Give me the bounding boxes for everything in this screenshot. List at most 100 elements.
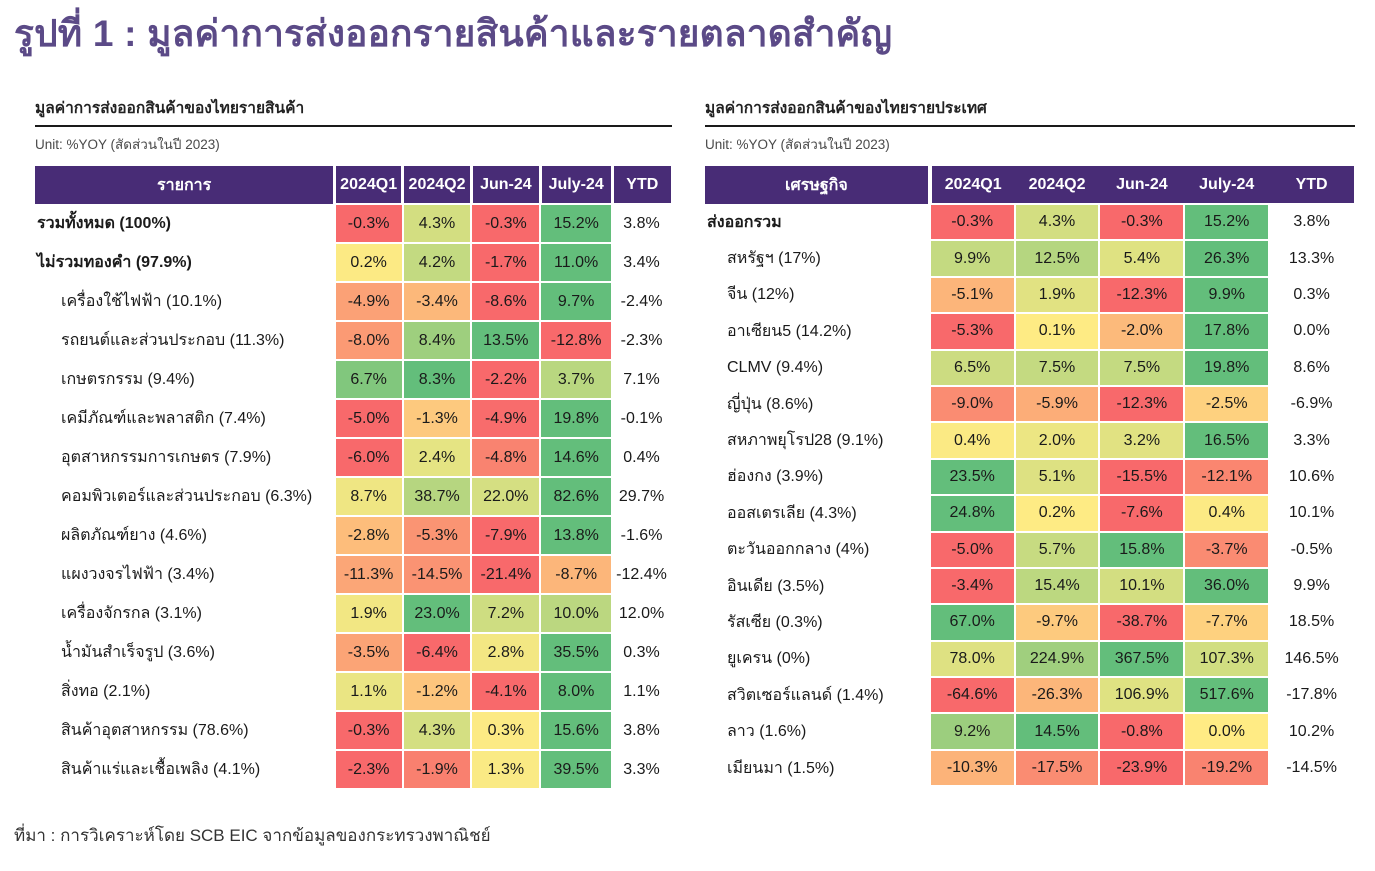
row-label: เกษตรกรรม (9.4%) (35, 360, 335, 399)
column-header: July-24 (1184, 166, 1270, 204)
row-label: ฮ่องกง (3.9%) (705, 458, 930, 496)
table-row: อาเซียน5 (14.2%) -5.3% 0.1% -2.0% 17.8% 0.0% (705, 312, 1355, 351)
heatmap-cell: -2.5% (1183, 384, 1271, 424)
column-header: 2024Q1 (929, 166, 1015, 204)
heatmap-cell: -0.3% (470, 203, 542, 244)
heatmap-cell: 7.5% (1013, 348, 1101, 387)
heatmap-cell: -12.1% (1183, 457, 1271, 497)
heatmap-cell: 5.4% (1098, 239, 1186, 278)
table-row: เกษตรกรรม (9.4%) 6.7% 8.3% -2.2% 3.7% 7.1% (35, 359, 672, 400)
heatmap-cell: 0.0% (1183, 712, 1271, 751)
heatmap-cell: -1.9% (401, 749, 473, 790)
heatmap-cell: -5.9% (1013, 384, 1101, 424)
heatmap-cell: 15.8% (1098, 530, 1186, 569)
row-label: รวมทั้งหมด (100%) (35, 204, 335, 243)
row-label: ไม่รวมทองคำ (97.9%) (35, 243, 335, 282)
heatmap-cell: 23.0% (401, 593, 473, 634)
heatmap-cell: 106.9% (1098, 676, 1186, 715)
ytd-cell: 1.1% (611, 671, 672, 712)
heatmap-cell: -9.7% (1013, 603, 1101, 642)
table-row: ยูเครน (0%) 78.0% 224.9% 367.5% 107.3% 146.5% (705, 639, 1355, 679)
row-label: สิ่งทอ (2.1%) (35, 672, 335, 711)
heatmap-cell: -1.3% (401, 398, 473, 439)
heatmap-cell: 9.9% (1183, 275, 1271, 315)
heatmap-cell: -7.6% (1098, 494, 1186, 533)
heatmap-cell: 7.2% (470, 593, 542, 634)
ytd-cell: 3.8% (1268, 202, 1355, 242)
heatmap-cell: -4.9% (470, 398, 542, 439)
heatmap-cell: 8.3% (401, 359, 473, 400)
ytd-cell: -0.1% (611, 398, 672, 439)
ytd-cell: -12.4% (611, 554, 672, 595)
heatmap-cell: 6.5% (928, 348, 1016, 387)
heatmap-cell: 8.7% (333, 476, 404, 517)
table-row: รถยนต์และส่วนประกอบ (11.3%) -8.0% 8.4% 13.5… (35, 320, 672, 361)
heatmap-cell: -21.4% (470, 554, 542, 595)
heatmap-cell: -12.3% (1098, 384, 1186, 424)
row-label: ตะวันออกกลาง (4%) (705, 531, 930, 568)
table-row: ออสเตรเลีย (4.3%) 24.8% 0.2% -7.6% 0.4% 10.1% (705, 494, 1355, 533)
row-label: ยูเครน (0%) (705, 640, 930, 678)
table-row: ตะวันออกกลาง (4%) -5.0% 5.7% 15.8% -3.7% -0.5… (705, 530, 1355, 569)
heatmap-cell: -17.5% (1013, 748, 1101, 788)
heatmap-cell: -19.2% (1183, 748, 1271, 788)
heatmap-cell: 1.1% (333, 671, 404, 712)
ytd-cell: 3.3% (611, 749, 672, 790)
heatmap-cell: -38.7% (1098, 603, 1186, 642)
heatmap-cell: -4.9% (333, 281, 404, 322)
heatmap-cell: 15.6% (539, 710, 614, 751)
markets-panel-title: มูลค่าการส่งออกสินค้าของไทยรายประเทศ (705, 100, 987, 117)
heatmap-cell: 1.3% (470, 749, 542, 790)
table-row: ผลิตภัณฑ์ยาง (4.6%) -2.8% -5.3% -7.9% 13.8% -… (35, 515, 672, 556)
heatmap-cell: 7.5% (1098, 348, 1186, 387)
row-label: สวิตเซอร์แลนด์ (1.4%) (705, 677, 930, 714)
table-row: สหรัฐฯ (17%) 9.9% 12.5% 5.4% 26.3% 13.3% (705, 239, 1355, 278)
heatmap-cell: -5.3% (401, 515, 473, 556)
ytd-cell: 8.6% (1268, 348, 1355, 387)
heatmap-cell: 39.5% (539, 749, 614, 790)
ytd-cell: 13.3% (1268, 239, 1355, 278)
heatmap-cell: 23.5% (928, 457, 1016, 497)
heatmap-cell: -2.8% (333, 515, 404, 556)
table-row: รัสเซีย (0.3%) 67.0% -9.7% -38.7% -7.7% 18.5% (705, 603, 1355, 642)
row-label: ญี่ปุ่น (8.6%) (705, 385, 930, 423)
heatmap-cell: -6.0% (333, 437, 404, 478)
heatmap-cell: -2.2% (470, 359, 542, 400)
heatmap-cell: 8.0% (539, 671, 614, 712)
ytd-cell: -2.4% (611, 281, 672, 322)
row-label: น้ำมันสำเร็จรูป (3.6%) (35, 633, 335, 672)
row-label: จีน (12%) (705, 276, 930, 314)
heatmap-cell: 9.7% (539, 281, 614, 322)
products-panel: มูลค่าการส่งออกสินค้าของไทยรายสินค้า Uni… (35, 95, 672, 790)
heatmap-cell: 2.4% (401, 437, 473, 478)
heatmap-cell: 14.6% (539, 437, 614, 478)
row-label: อินเดีย (3.5%) (705, 567, 930, 605)
table-row: ไม่รวมทองคำ (97.9%) 0.2% 4.2% -1.7% 11.0% 3.4… (35, 242, 672, 283)
ytd-cell: 3.3% (1268, 421, 1355, 460)
row-label: แผงวงจรไฟฟ้า (3.4%) (35, 555, 335, 594)
table-row: เคมีภัณฑ์และพลาสติก (7.4%) -5.0% -1.3% -4.9… (35, 398, 672, 439)
ytd-cell: -1.6% (611, 515, 672, 556)
heatmap-cell: 0.4% (928, 421, 1016, 460)
heatmap-cell: -14.5% (401, 554, 473, 595)
products-heatmap-table: รายการ 2024Q1 2024Q2 Jun-24 July-24 YTD รวมทั้… (35, 166, 672, 790)
heatmap-cell: 2.8% (470, 632, 542, 673)
heatmap-cell: -11.3% (333, 554, 404, 595)
heatmap-cell: -0.3% (1098, 202, 1186, 242)
ytd-cell: 0.4% (611, 437, 672, 478)
heatmap-cell: -26.3% (1013, 676, 1101, 715)
heatmap-cell: 224.9% (1013, 639, 1101, 679)
row-label: อาเซียน5 (14.2%) (705, 313, 930, 350)
ytd-cell: -6.9% (1268, 384, 1355, 424)
heatmap-cell: 3.7% (539, 359, 614, 400)
heatmap-cell: 4.2% (401, 242, 473, 283)
heatmap-cell: 12.5% (1013, 239, 1101, 278)
heatmap-cell: 15.4% (1013, 566, 1101, 606)
table-row: CLMV (9.4%) 6.5% 7.5% 7.5% 19.8% 8.6% (705, 348, 1355, 387)
table-row: เครื่องจักรกล (3.1%) 1.9% 23.0% 7.2% 10.0% 12… (35, 593, 672, 634)
table-row: คอมพิวเตอร์และส่วนประกอบ (6.3%) 8.7% 38.7%… (35, 476, 672, 517)
heatmap-cell: -6.4% (401, 632, 473, 673)
heatmap-cell: 0.4% (1183, 494, 1271, 533)
heatmap-cell: 19.8% (539, 398, 614, 439)
heatmap-cell: -8.0% (333, 320, 404, 361)
